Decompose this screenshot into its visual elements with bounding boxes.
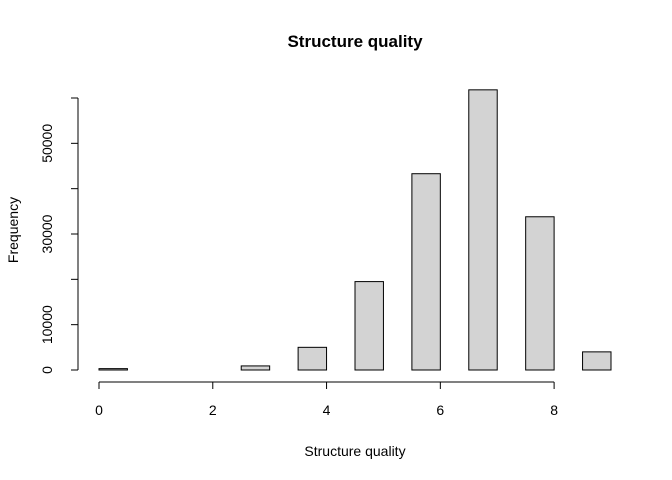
histogram-bar xyxy=(582,351,612,371)
x-axis-label: Structure quality xyxy=(304,443,405,459)
x-tick-label: 0 xyxy=(95,402,103,418)
bars-group xyxy=(98,89,612,371)
x-tick-label: 6 xyxy=(436,402,444,418)
x-axis: 0 2 4 6 8 xyxy=(95,381,558,418)
histogram-bar xyxy=(525,216,555,371)
x-tick-label: 4 xyxy=(323,402,331,418)
y-axis-label: Frequency xyxy=(5,197,21,263)
histogram-bar xyxy=(411,173,441,371)
histogram-bar xyxy=(354,281,384,371)
y-tick-label: 10000 xyxy=(39,305,55,344)
y-tick-label: 50000 xyxy=(39,124,55,163)
x-tick-label: 8 xyxy=(550,402,558,418)
y-tick-label: 0 xyxy=(39,366,55,374)
histogram-bar xyxy=(468,89,498,371)
histogram-bar xyxy=(98,368,128,371)
y-axis: 0 10000 30000 50000 xyxy=(39,97,79,374)
x-tick-label: 2 xyxy=(209,402,217,418)
histogram-bar xyxy=(297,346,328,371)
histogram-bar xyxy=(240,365,271,371)
y-tick-label: 30000 xyxy=(39,214,55,253)
chart-title: Structure quality xyxy=(287,32,423,51)
